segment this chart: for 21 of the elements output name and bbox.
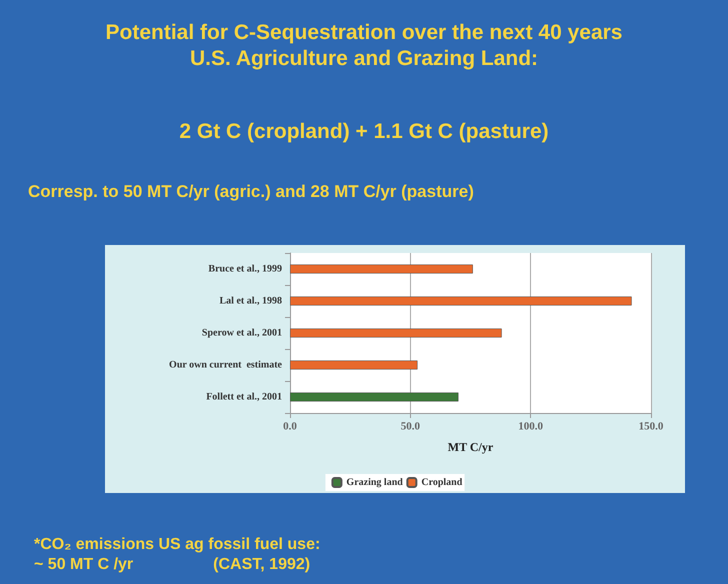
- bar: [290, 328, 502, 338]
- x-tick-label: 0.0: [283, 420, 298, 432]
- bar: [290, 360, 418, 370]
- y-tick-label: Sperow et al., 2001: [202, 328, 282, 338]
- chart-title: Potential for C-Sequestration over the next 40 years U.S. Agriculture and Grazing Land:: [104, 20, 624, 72]
- bar: [290, 296, 632, 306]
- x-tick-label: 50.0: [400, 420, 420, 432]
- y-tick-label: Our own current estimate: [169, 360, 283, 370]
- bar: [290, 264, 473, 274]
- x-tick-label: 150.0: [638, 420, 664, 432]
- legend-label: Grazing land: [346, 477, 404, 488]
- x-tick-label: 100.0: [518, 420, 544, 432]
- chart-subtitle: 2 Gt C (cropland) + 1.1 Gt C (pasture): [178, 120, 550, 144]
- y-tick-label: Follett et al., 2001: [206, 392, 282, 402]
- y-tick-label: Bruce et al., 1999: [208, 264, 282, 274]
- legend-label: Cropland: [421, 477, 463, 488]
- text: *CO₂ emissions US ag fossil fuel use: ~ 50 MT C /yr (CAST, 1992): [34, 535, 320, 575]
- x-axis-title: MT C/yr: [448, 440, 494, 454]
- bar: [290, 392, 458, 402]
- y-tick-label: Lal et al., 1998: [220, 296, 282, 306]
- text: Corresp. to 50 MT C/yr (agric.) and 28 MT C/yr (pasture): [28, 182, 474, 202]
